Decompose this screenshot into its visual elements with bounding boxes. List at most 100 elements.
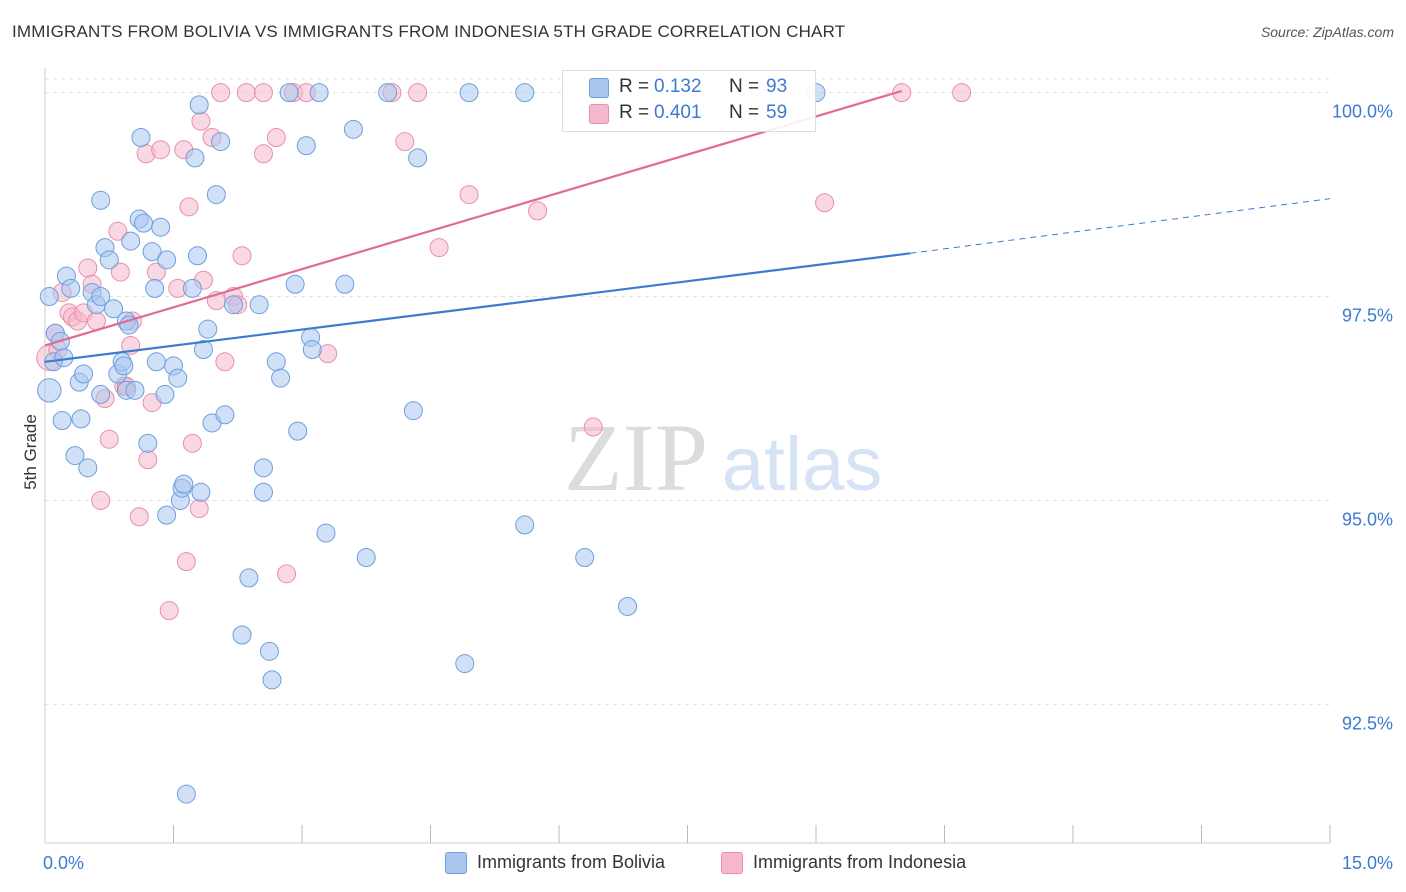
indonesia-point-38 [215,352,235,372]
source-credit: Source: ZipAtlas.com [1260,24,1394,40]
indonesia-point-25 [151,140,171,160]
bolivia-point-60 [239,568,259,588]
correlation-legend: R = 0.132 N = 93 R = 0.401 N = 59 [562,70,816,132]
x-tick-label-min: 0.0% [43,853,84,873]
bolivia-point-42 [168,368,188,388]
bolivia-point-38 [155,384,175,404]
bolivia-point-29 [125,380,145,400]
bolivia-point-11 [71,409,91,429]
indonesia-point-53 [429,238,449,258]
bolivia-point-53 [198,319,218,339]
bolivia-point-83 [459,83,479,103]
watermark-zip: ZIP [564,404,708,511]
bolivia-point-34 [142,242,162,262]
bolivia-point-9 [65,446,85,466]
indonesia-legend-label: Immigrants from Indonesia [753,852,967,872]
y-tick-label-0: 92.5% [1342,713,1393,733]
bolivia-point-46 [176,784,196,804]
bolivia-point-68 [279,83,299,103]
bolivia-swatch [589,78,609,98]
bolivia-r-label: R = [619,76,650,97]
watermark-atlas: atlas [722,422,883,507]
indonesia-point-30 [179,197,199,217]
bolivia-point-18 [91,287,111,307]
indonesia-point-59 [952,83,972,103]
bolivia-point-69 [285,274,305,294]
indonesia-r-value: 0.401 [654,102,702,123]
bolivia-point-58 [223,295,243,315]
bolivia-legend-swatch [445,852,467,874]
bolivia-point-17 [91,190,111,210]
indonesia-point-29 [176,552,196,572]
bolivia-point-87 [618,596,638,616]
bolivia-point-0 [37,378,62,403]
indonesia-point-41 [232,246,252,266]
bolivia-point-81 [408,148,428,168]
indonesia-point-13 [99,429,119,449]
indonesia-point-51 [395,132,415,152]
bolivia-point-59 [232,625,252,645]
y-tick-label-1: 95.0% [1342,509,1393,529]
bolivia-point-1 [39,287,59,307]
bolivia-point-5 [52,411,72,431]
indonesia-point-52 [408,83,428,103]
bolivia-n-label: N = [729,76,760,97]
bolivia-point-24 [114,356,134,376]
indonesia-point-44 [253,144,273,164]
series-indonesia-points [36,83,972,621]
bolivia-point-84 [515,515,535,535]
bolivia-point-57 [215,405,235,425]
indonesia-n-value: 59 [766,102,788,123]
bolivia-point-74 [309,83,329,103]
indonesia-point-14 [108,221,128,241]
indonesia-point-15 [110,262,130,282]
bolivia-point-36 [146,352,166,372]
indonesia-point-55 [528,201,548,221]
bolivia-point-21 [104,299,124,319]
bolivia-point-50 [189,95,209,115]
indonesia-n-label: N = [729,102,760,123]
bolivia-point-8 [61,278,81,298]
indonesia-point-56 [583,417,603,437]
trend-lines [44,89,1331,363]
indonesia-point-45 [266,127,286,147]
indonesia-swatch [589,104,609,124]
bolivia-point-32 [134,213,154,233]
bolivia-n-value: 93 [766,76,788,97]
bolivia-point-33 [138,433,158,453]
bolivia-point-73 [302,340,322,360]
bolivia-point-27 [119,315,139,335]
indonesia-point-22 [138,450,158,470]
bolivia-point-48 [185,148,205,168]
bolivia-point-79 [378,83,398,103]
indonesia-point-20 [129,507,149,527]
indonesia-legend-swatch [721,852,743,874]
bolivia-point-20 [99,250,119,270]
gridlines [45,78,1330,705]
bolivia-point-31 [131,127,151,147]
bolivia-point-12 [74,364,94,384]
indonesia-point-46 [277,564,297,584]
axis-labels: 92.5% 95.0% 97.5% 100.0% 0.0% 15.0% 5th Grade [21,102,1393,873]
bolivia-point-55 [206,185,226,205]
bolivia-point-40 [157,505,177,525]
bolivia-point-61 [249,295,269,315]
indonesia-point-43 [253,83,273,103]
bolivia-point-49 [187,246,207,266]
bolivia-point-77 [343,119,363,139]
indonesia-point-33 [191,111,211,131]
indonesia-point-42 [236,83,256,103]
y-tick-label-3: 100.0% [1332,102,1393,122]
indonesia-point-54 [459,185,479,205]
bolivia-point-75 [316,523,336,543]
y-tick-label-2: 97.5% [1342,306,1393,326]
bolivia-point-67 [271,368,291,388]
bolivia-point-47 [182,278,202,298]
bolivia-r-value: 0.132 [654,76,702,97]
bolivia-point-13 [78,458,98,478]
indonesia-point-31 [182,433,202,453]
indonesia-point-57 [815,193,835,213]
bolivia-point-28 [121,231,141,251]
bolivia-point-78 [356,548,376,568]
bolivia-point-64 [259,641,279,661]
